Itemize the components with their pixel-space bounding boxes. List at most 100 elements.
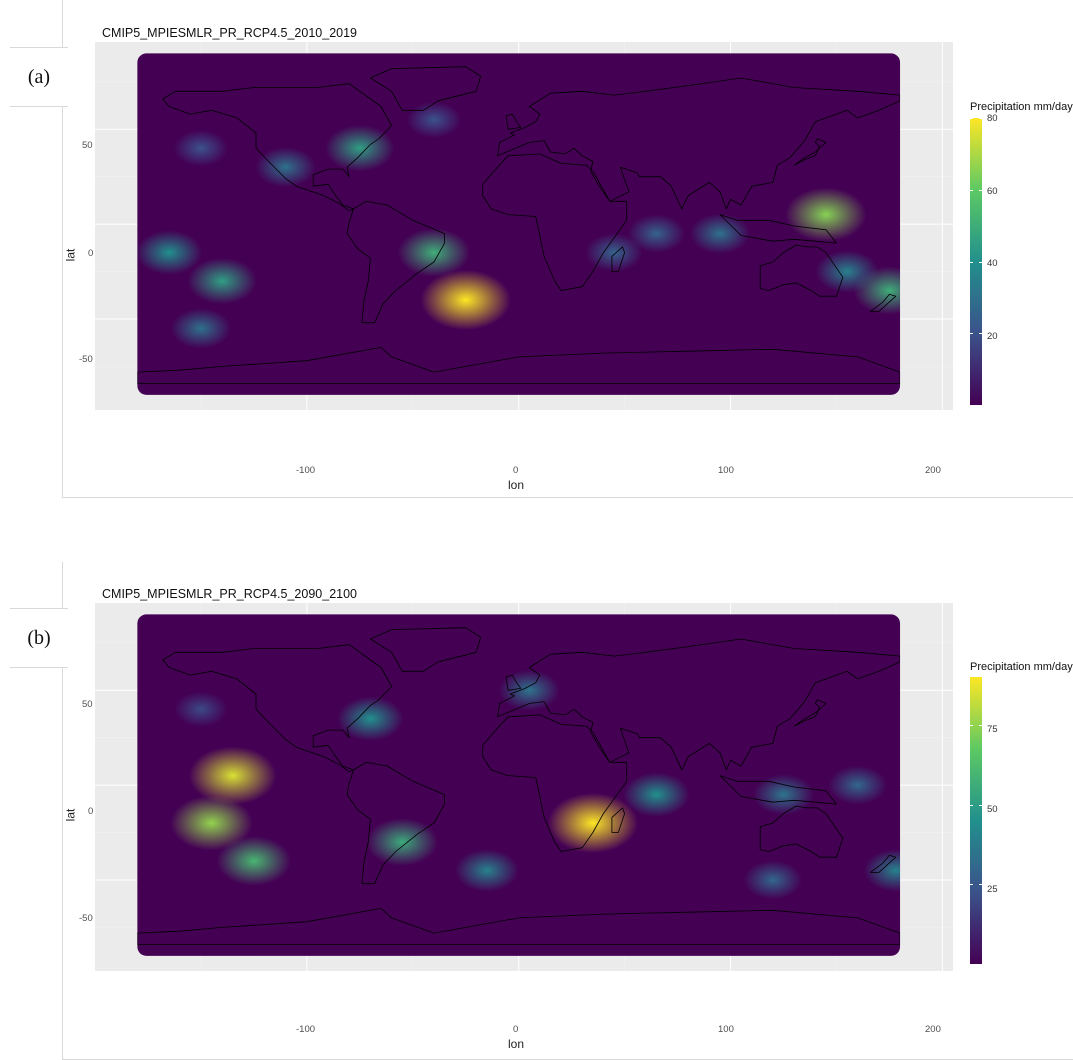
precipitation-hotspot (689, 213, 750, 254)
precipitation-hotspot (585, 233, 643, 272)
y-tick-b-neg50: -50 (79, 913, 93, 924)
coastline-greenland (370, 627, 481, 672)
coastline-south-america (346, 761, 445, 885)
precipitation-hotspot (325, 125, 395, 172)
panel-label-a: (a) (10, 47, 68, 107)
coastline-antarctica (137, 347, 901, 384)
y-tick-a-0: 0 (88, 248, 94, 259)
x-tick-b-100: 100 (718, 1024, 734, 1035)
y-axis-label-a: lat (63, 248, 78, 262)
legend-tick-a-60: 60 (987, 186, 998, 197)
precipitation-hotspot (366, 818, 438, 866)
x-tick-a-neg100: -100 (296, 465, 316, 476)
precipitation-hotspot (170, 795, 253, 851)
colorbar-tick-mark (970, 884, 973, 886)
coastline-australia (759, 805, 844, 858)
x-axis-label-b: lon (508, 1037, 525, 1051)
coastline-north-america (162, 644, 392, 773)
colorbar-tick-mark (970, 118, 973, 119)
map-panel-a (95, 42, 953, 410)
map-panel-b (95, 603, 953, 971)
precipitation-hotspot (173, 130, 228, 167)
precipitation-hotspot (397, 228, 470, 277)
coastline-japan (793, 138, 827, 166)
x-tick-a-200: 200 (925, 465, 941, 476)
coastline-south-america (346, 200, 445, 324)
x-tick-b-0: 0 (513, 1024, 519, 1035)
precipitation-hotspot (455, 849, 519, 892)
coastline-indonesia (719, 214, 837, 244)
plot-title-b: CMIP5_MPIESMLR_PR_RCP4.5_2090_2100 (102, 587, 357, 601)
coastline-uk (505, 113, 522, 130)
colorbar-tick-mark (970, 724, 973, 726)
coastline-australia (759, 244, 844, 297)
y-tick-b-50: 50 (82, 699, 93, 710)
colorbar-tick-mark (979, 118, 982, 119)
precipitation-hotspot (864, 849, 901, 892)
x-tick-a-0: 0 (513, 465, 519, 476)
colorbar-tick-mark (979, 884, 982, 886)
colorbar-tick-mark (970, 189, 973, 191)
coastline-layer (137, 627, 901, 945)
legend-tick-a-20: 20 (987, 331, 998, 342)
coastline-indonesia (719, 775, 837, 805)
legend-tick-b-50: 50 (987, 804, 998, 815)
coastline-africa (482, 714, 628, 852)
colorbar-tick-mark (970, 804, 973, 806)
y-tick-a-neg50: -50 (79, 354, 93, 365)
colorbar-tick-mark (979, 261, 982, 263)
colorbar-tick-mark (979, 333, 982, 335)
panel-label-b: (b) (10, 608, 68, 668)
precipitation-hotspot (547, 793, 638, 854)
figure-frame-a (62, 0, 1073, 498)
legend-colorbar-a (970, 118, 982, 405)
legend-tick-a-80: 80 (987, 113, 998, 124)
colorbar-tick-mark (970, 333, 973, 335)
precipitation-map-a (95, 42, 953, 410)
colorbar-tick-mark (970, 261, 973, 263)
legend-tick-b-75: 75 (987, 724, 998, 735)
legend-title-a: Precipitation mm/day (970, 101, 1073, 113)
coastline-antarctica (137, 908, 901, 945)
coastline-uk (505, 674, 522, 691)
precipitation-hotspot (828, 765, 887, 805)
precipitation-hotspot (216, 836, 291, 886)
x-tick-b-neg100: -100 (296, 1024, 316, 1035)
y-axis-label-b: lat (63, 808, 78, 822)
coastline-japan (793, 699, 827, 727)
precipitation-hotspot (337, 696, 404, 741)
y-tick-a-50: 50 (82, 140, 93, 151)
precipitation-field (137, 53, 901, 395)
legend-colorbar-b (970, 677, 982, 964)
coastline-layer (137, 66, 901, 384)
hotspot-layer (170, 670, 901, 900)
coastline-eurasia (497, 638, 901, 771)
precipitation-hotspot (627, 214, 685, 253)
legend-tick-a-40: 40 (987, 258, 998, 269)
y-tick-b-0: 0 (88, 806, 94, 817)
colorbar-tick-mark (979, 189, 982, 191)
legend-tick-b-25: 25 (987, 884, 998, 895)
plot-title-a: CMIP5_MPIESMLR_PR_RCP4.5_2010_2019 (102, 26, 357, 40)
x-tick-a-100: 100 (718, 465, 734, 476)
precipitation-hotspot (255, 147, 316, 188)
precipitation-hotspot (753, 774, 814, 815)
precipitation-hotspot (815, 250, 879, 293)
colorbar-tick-mark (979, 804, 982, 806)
precipitation-hotspot (420, 269, 511, 330)
coastline-greenland (370, 66, 481, 111)
precipitation-hotspot (623, 772, 690, 817)
precipitation-field (137, 614, 901, 956)
coastline-africa (482, 153, 628, 291)
precipitation-hotspot (189, 746, 277, 805)
precipitation-hotspot (406, 101, 461, 138)
coastline-new-zealand (870, 854, 897, 873)
x-tick-b-200: 200 (925, 1024, 941, 1035)
precipitation-hotspot (743, 860, 802, 900)
coastline-new-zealand (870, 293, 897, 312)
precipitation-hotspot (174, 691, 228, 727)
colorbar-tick-mark (979, 724, 982, 726)
x-axis-label-a: lon (508, 478, 525, 492)
precipitation-hotspot (498, 670, 560, 711)
precipitation-hotspot (170, 308, 231, 349)
